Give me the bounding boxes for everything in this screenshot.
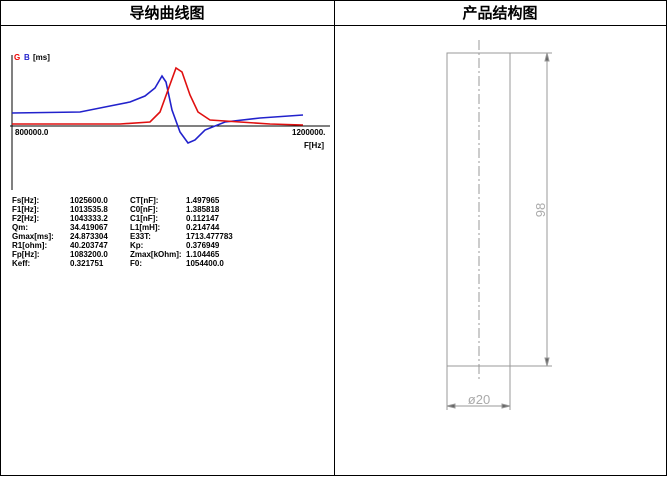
unit: [ms] (33, 53, 50, 62)
param-table: Fs[Hz]: 1025600.0 CT[nF]: 1.497965 F1[Hz]: 10… (12, 196, 233, 268)
diameter-label: ø20 (468, 392, 490, 407)
legend-g: G (14, 53, 20, 62)
length-label: 98 (533, 203, 548, 217)
param-value: 1.497965 (186, 196, 220, 205)
param-value: 0.112147 (186, 214, 219, 223)
param-value: 1043333.2 (70, 214, 108, 223)
g-curve (12, 66, 304, 126)
header-cell: 导纳曲线图 (129, 4, 204, 22)
param-label: F1[Hz]: (12, 205, 39, 214)
param-value: 24.873304 (70, 232, 108, 241)
param-label: Qm: (12, 223, 28, 232)
param-value: 1054400.0 (186, 259, 224, 268)
param-label: Kp: (130, 241, 143, 250)
param-label: F0: (130, 259, 142, 268)
param-label: C1[nF]: (130, 214, 158, 223)
param-label: Fs[Hz]: (12, 196, 39, 205)
param-value: 40.203747 (70, 241, 108, 250)
arrows (544, 52, 550, 367)
x-label: F[Hz] (304, 141, 324, 150)
arrows (446, 403, 511, 409)
param-value: 34.419067 (70, 223, 108, 232)
param-value: 1.104465 (186, 250, 220, 259)
param-value: 1025600.0 (70, 196, 108, 205)
param-value: 1713.477783 (186, 232, 233, 241)
x-start: 800000.0 (15, 128, 49, 137)
param-label: R1[ohm]: (12, 241, 47, 250)
param-label: Gmax[ms]: (12, 232, 54, 241)
header-cell: 产品结构图 (462, 4, 537, 22)
structure-drawing (446, 40, 552, 410)
param-label: CT[nF]: (130, 196, 158, 205)
admittance-plot: G B [ms] 800000.0 1200000. F[Hz] Fs[Hz]:… (10, 53, 330, 268)
param-value: 1.385818 (186, 205, 220, 214)
param-label: E33T: (130, 232, 151, 241)
param-value: 0.376949 (186, 241, 220, 250)
param-label: C0[nF]: (130, 205, 158, 214)
param-label: L1[mH]: (130, 223, 160, 232)
param-value: 0.321751 (70, 259, 104, 268)
x-end: 1200000. (292, 128, 325, 137)
param-label: Keff: (12, 259, 30, 268)
param-label: F2[Hz]: (12, 214, 39, 223)
b-curve (11, 74, 304, 144)
param-label: Fp[Hz]: (12, 250, 40, 259)
legend-b: B (24, 53, 30, 62)
param-value: 0.214744 (186, 223, 220, 232)
param-value: 1083200.0 (70, 250, 108, 259)
param-value: 1013535.8 (70, 205, 108, 214)
param-label: Zmax[kOhm]: (130, 250, 182, 259)
